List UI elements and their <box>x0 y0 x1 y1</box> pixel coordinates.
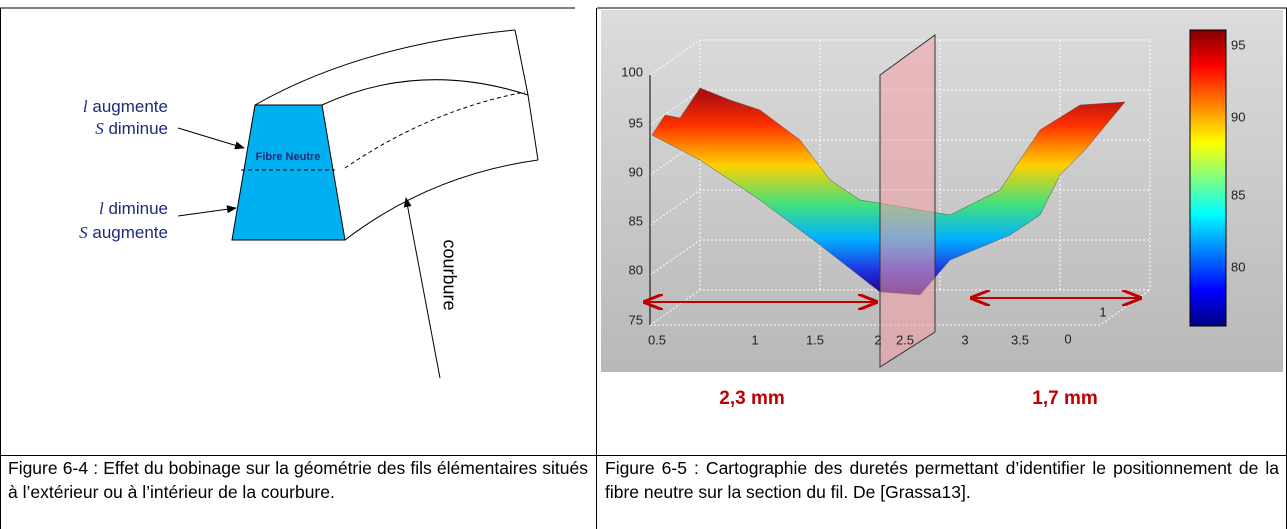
label-bottom-2: S augmente <box>79 223 168 243</box>
y-tick-label: 80 <box>629 262 643 277</box>
colorbar-tick-label: 85 <box>1231 187 1245 202</box>
diagram-labels: l augmente S diminue l diminue S augment… <box>79 97 459 311</box>
winding-diagram <box>177 29 539 379</box>
curvature-label: courbure <box>439 239 459 310</box>
plot-ticks: 100 95 90 85 80 75 0.5 1 1.5 2 2.5 3 3.5 0 1 95 90 85 80 <box>621 37 1245 347</box>
right-width: 1,7 mm <box>1032 388 1097 409</box>
y-tick-label: 95 <box>629 115 643 130</box>
y-tick-label: 75 <box>629 312 643 327</box>
colorbar-tick-label: 95 <box>1231 37 1245 52</box>
label-top-2: S diminue <box>95 119 168 139</box>
label-bottom-1: l diminue <box>99 199 168 219</box>
label-top-1: l augmente <box>83 97 168 117</box>
x-tick-label: 3.5 <box>1011 332 1029 347</box>
caption-right: Figure 6-5 : Cartographie des duretés pe… <box>605 458 1279 502</box>
colorbar-tick-label: 90 <box>1231 109 1245 124</box>
x-tick-label: 2 <box>874 332 881 347</box>
x-tick-label: 3 <box>961 332 968 347</box>
x-tick-label: 2.5 <box>896 332 914 347</box>
y-tick-label: 85 <box>629 213 643 228</box>
depth-tick-label: 0 <box>1064 331 1071 346</box>
y-tick-label: 100 <box>621 64 643 79</box>
x-tick-label: 1 <box>751 332 758 347</box>
left-width: 2,3 mm <box>719 388 784 409</box>
caption-left: Figure 6-4 : Effet du bobinage sur la gé… <box>8 458 588 502</box>
x-tick-label: 1.5 <box>806 332 824 347</box>
depth-tick-label: 1 <box>1099 304 1106 319</box>
x-tick-label: 0.5 <box>648 332 666 347</box>
hardness-map <box>601 10 1283 452</box>
neutral-fibre: Fibre Neutre <box>256 151 321 163</box>
colorbar-tick-label: 80 <box>1231 259 1245 274</box>
y-tick-label: 90 <box>629 164 643 179</box>
